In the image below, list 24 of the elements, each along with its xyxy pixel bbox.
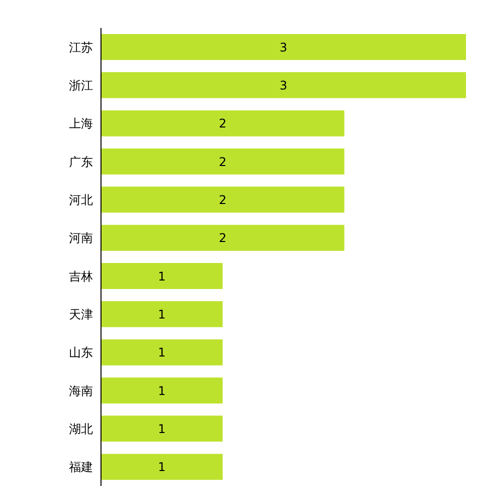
- y-tick-label: 河南: [69, 231, 93, 246]
- y-tick-label: 天津: [69, 308, 93, 322]
- data-label: 1: [158, 346, 166, 360]
- data-label: 1: [158, 384, 166, 398]
- y-tick-label: 广东: [69, 154, 93, 169]
- data-label: 2: [218, 231, 226, 246]
- y-tick-label: 上海: [69, 116, 93, 131]
- data-label: 1: [158, 307, 166, 322]
- y-tick-label: 河北: [69, 193, 93, 208]
- y-tick-label: 湖北: [69, 422, 93, 436]
- data-label: 2: [218, 116, 226, 131]
- y-tick-label: 江苏: [69, 40, 93, 54]
- data-label: 1: [158, 422, 166, 436]
- data-label: 2: [218, 192, 226, 207]
- y-tick-label: 福建: [69, 460, 93, 474]
- data-label: 1: [158, 460, 166, 474]
- y-tick-label: 浙江: [69, 78, 93, 93]
- data-label: 3: [280, 40, 288, 54]
- y-tick-label: 海南: [69, 384, 93, 398]
- y-tick-label: 山东: [69, 346, 93, 360]
- data-label: 1: [158, 269, 166, 284]
- data-label: 3: [280, 78, 288, 92]
- data-label: 2: [218, 154, 226, 169]
- y-tick-label: 吉林: [69, 269, 93, 284]
